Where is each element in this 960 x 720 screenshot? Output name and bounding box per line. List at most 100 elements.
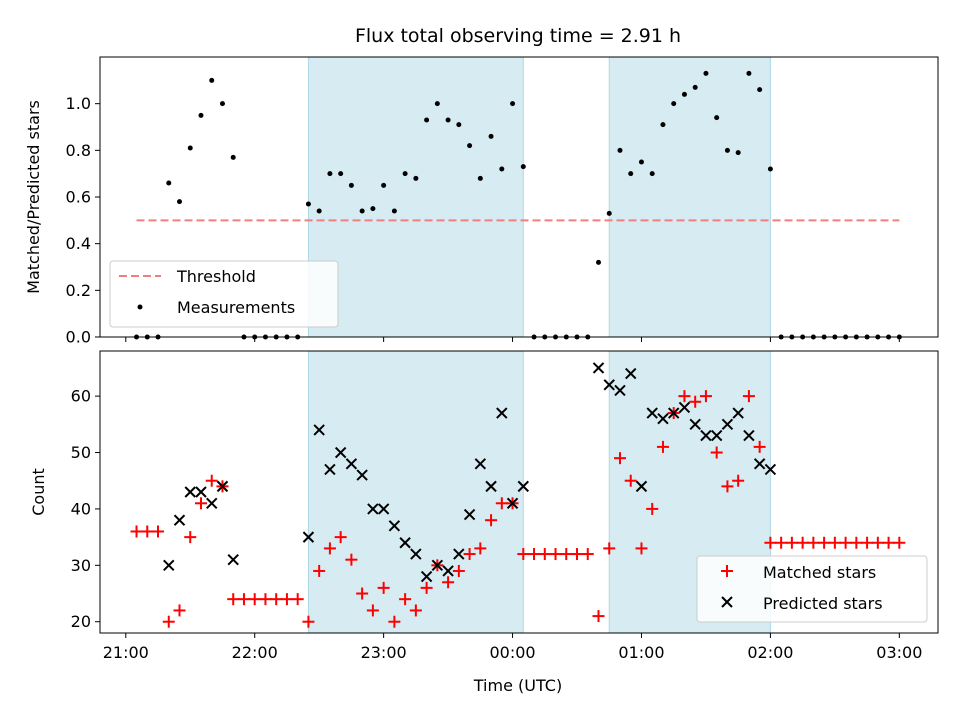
bottom-legend-box [696, 555, 928, 623]
matched-star-point [732, 474, 745, 487]
matched-star-point [259, 593, 272, 606]
predicted-star-point [345, 458, 358, 470]
predicted-star-point [420, 570, 433, 583]
matched-star-point [603, 542, 616, 555]
matched-star-point [130, 525, 143, 538]
matched-star-point [141, 525, 154, 538]
measurement-point [692, 84, 698, 90]
y-tick-label: 0.6 [66, 188, 91, 207]
top-legend-box [109, 260, 339, 328]
matched-star-point [280, 593, 293, 606]
matched-star-point [366, 604, 379, 617]
predicted-star-point [313, 424, 325, 436]
matched-star-point [485, 514, 498, 527]
matched-star-point [592, 610, 605, 623]
top-panel: 0.0 0.2 0.4 0.6 0.8 1.0 Matched/Predicted sta… [24, 56, 939, 347]
measurement-point [510, 101, 516, 107]
bottom-panel: 20 30 40 50 60 21:00 22:00 23:00 00:00 01:00 02:0… [29, 350, 939, 695]
chart-title: Flux total observing time = 2.91 h [355, 25, 681, 47]
matched-star-point [871, 536, 884, 549]
matched-star-point [237, 593, 250, 606]
measurement-point [177, 199, 183, 205]
measurement-point [757, 87, 763, 93]
predicted-star-point [206, 497, 218, 509]
matched-star-point [613, 452, 626, 465]
matched-star-point [184, 531, 197, 544]
predicted-star-point [453, 548, 465, 560]
top-legend: Threshold Measurements [109, 260, 339, 328]
bottom-y-axis-label: Count [29, 468, 48, 516]
matched-star-point [194, 497, 207, 510]
y-tick-label: 20 [71, 612, 91, 631]
matched-star-point [377, 581, 390, 594]
predicted-star-point [399, 537, 411, 549]
measurement-point [424, 117, 430, 123]
legend-predicted-swatch [721, 596, 733, 608]
y-tick-label: 1.0 [66, 94, 91, 113]
matched-star-point [474, 542, 487, 555]
matched-star-point [796, 536, 809, 549]
measurement-point [628, 171, 634, 177]
measurement-point [413, 175, 419, 181]
measurement-point [703, 70, 709, 76]
predicted-star-point [646, 407, 658, 419]
predicted-star-point [517, 480, 530, 493]
predicted-star-point [710, 429, 723, 442]
x-axis-label: Time (UTC) [473, 676, 562, 695]
matched-star-point [291, 593, 304, 606]
predicted-star-point [388, 520, 401, 532]
matched-star-point [452, 564, 465, 577]
measurement-point [391, 208, 397, 214]
predicted-star-point [377, 503, 390, 515]
measurement-point [724, 147, 730, 153]
y-tick-label: 40 [71, 499, 91, 518]
measurement-point [520, 164, 526, 170]
x-tick-label: 03:00 [876, 643, 922, 662]
matched-star-point [323, 542, 336, 555]
predicted-star-point [700, 429, 712, 442]
matched-star-point [721, 480, 734, 493]
matched-star-point [560, 548, 573, 561]
observing-interval [608, 56, 771, 338]
matched-star-point [818, 536, 831, 549]
matched-star-point [334, 531, 347, 544]
predicted-star-point [356, 469, 368, 481]
measurement-point [488, 133, 494, 139]
matched-star-point [775, 536, 788, 549]
predicted-star-point [173, 514, 186, 526]
matched-star-point [152, 525, 165, 538]
measurement-point [456, 122, 462, 128]
legend-predicted-label: Predicted stars [763, 594, 883, 613]
measurement-point [370, 206, 376, 212]
predicted-star-point [216, 480, 229, 493]
matched-star-point [689, 395, 702, 408]
matched-star-point [678, 390, 691, 403]
y-tick-label: 0.8 [66, 141, 91, 160]
x-tick-label: 02:00 [747, 643, 793, 662]
matched-star-point [753, 440, 766, 453]
matched-star-point [399, 593, 412, 606]
bottom-legend: Matched stars Predicted stars [696, 555, 928, 623]
predicted-star-point [635, 480, 648, 493]
y-tick-label: 0.4 [66, 234, 91, 253]
matched-star-point [442, 576, 455, 589]
y-tick-label: 30 [71, 556, 91, 575]
measurement-point [209, 77, 215, 83]
matched-star-point [646, 502, 659, 515]
matched-star-point [882, 536, 895, 549]
x-tick-label: 00:00 [489, 643, 535, 662]
matched-star-point [420, 581, 433, 594]
predicted-star-point [732, 407, 744, 419]
y-tick-label: 50 [71, 443, 91, 462]
predicted-star-point [324, 463, 336, 476]
measurement-point [606, 210, 612, 216]
predicted-star-point [442, 565, 454, 577]
predicted-star-point [743, 429, 755, 442]
matched-star-point [302, 615, 315, 628]
matched-star-point [549, 548, 562, 561]
predicted-star-point [764, 463, 777, 476]
legend-matched-swatch [721, 565, 733, 577]
measurement-point [735, 150, 741, 156]
y-tick-label: 0.0 [66, 328, 91, 347]
matched-star-point [227, 593, 240, 606]
